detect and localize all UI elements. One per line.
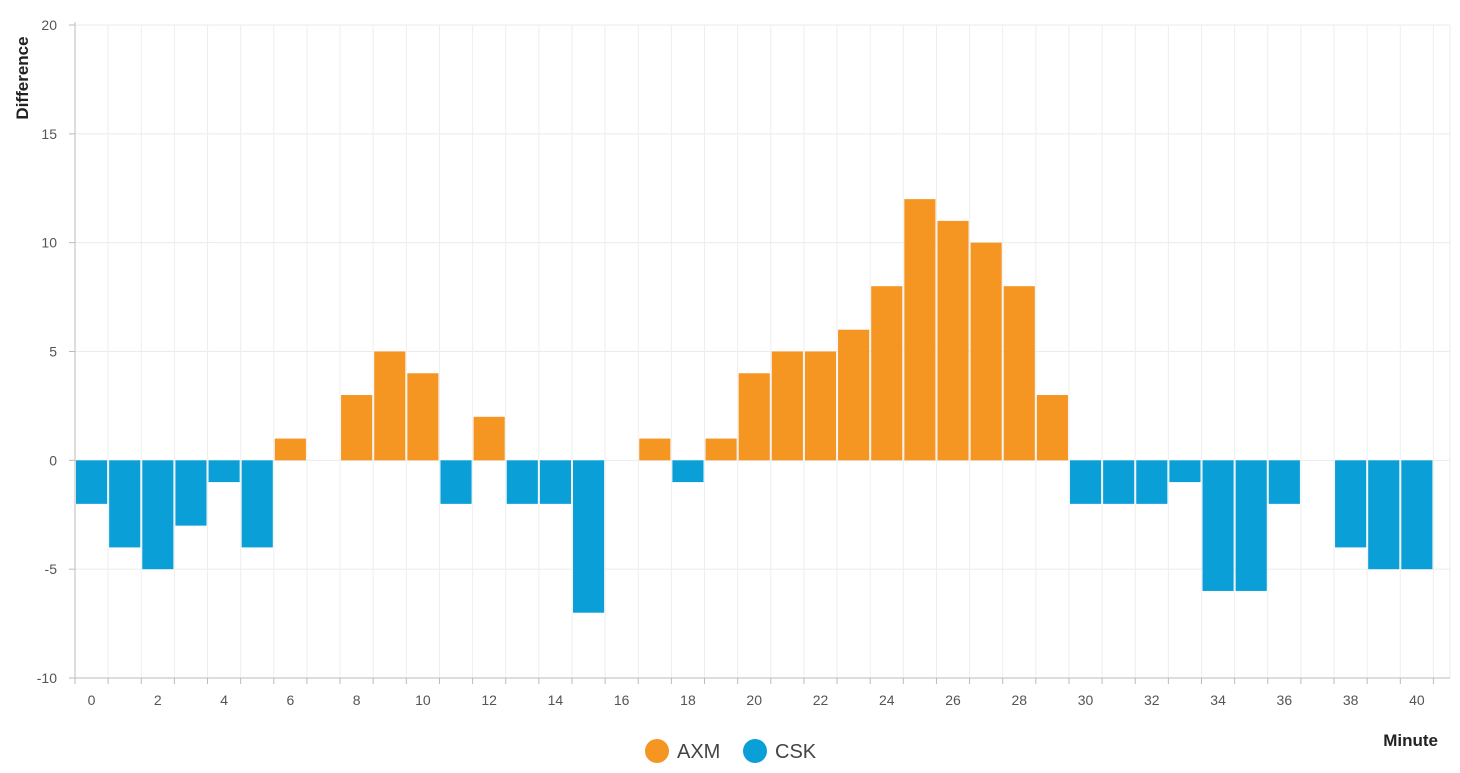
y-tick-label: 0 — [49, 452, 57, 468]
x-tick-label: 40 — [1409, 692, 1425, 708]
y-tick-label: -10 — [37, 670, 57, 686]
bar-csk — [241, 460, 273, 548]
bar-axm — [804, 351, 837, 461]
bar-axm — [639, 438, 671, 461]
legend-label-axm: AXM — [677, 741, 720, 763]
x-tick-label: 14 — [548, 692, 564, 708]
x-tick-label: 2 — [154, 692, 162, 708]
x-tick-labels: 0 2 4 6 8 10 12 14 16 18 20 22 24 26 28 30 32 34 36 38 40 — [88, 692, 1425, 708]
x-tick-label: 20 — [746, 692, 762, 708]
legend-marker-axm — [645, 739, 669, 763]
bars — [76, 199, 1433, 613]
x-tick-label: 24 — [879, 692, 895, 708]
bar-csk — [506, 460, 538, 504]
bar-csk — [175, 460, 207, 526]
bar-csk — [1069, 460, 1102, 504]
bar-csk — [208, 460, 240, 483]
grid — [74, 24, 1451, 679]
bar-axm — [970, 242, 1002, 461]
bar-csk — [539, 460, 571, 504]
bar-csk — [1268, 460, 1300, 504]
x-tick-label: 6 — [286, 692, 294, 708]
bar-axm — [1003, 286, 1035, 461]
bar-csk — [142, 460, 174, 570]
y-tick-label: -5 — [45, 561, 58, 577]
y-axis-title: Difference — [13, 36, 32, 119]
x-tick-label: 12 — [481, 692, 497, 708]
y-tick-label: 15 — [41, 126, 57, 142]
x-tick-label: 0 — [88, 692, 96, 708]
bar-csk — [1169, 460, 1201, 483]
x-axis-title: Minute — [1383, 731, 1438, 750]
bar-csk — [440, 460, 472, 504]
x-tick-label: 30 — [1078, 692, 1094, 708]
bar-csk — [1202, 460, 1234, 591]
bar-axm — [738, 373, 770, 461]
bar-axm — [904, 199, 936, 461]
bar-csk — [109, 460, 141, 548]
legend: AXM CSK — [645, 739, 817, 763]
x-tick-label: 22 — [813, 692, 829, 708]
bar-csk — [672, 460, 704, 483]
bar-csk — [76, 460, 108, 504]
y-tick-labels: -10 -5 0 5 10 15 20 — [37, 17, 57, 686]
bar-axm — [473, 416, 505, 461]
x-tick-label: 4 — [220, 692, 228, 708]
bar-csk — [1401, 460, 1433, 570]
x-tick-label: 16 — [614, 692, 630, 708]
x-tick-label: 28 — [1011, 692, 1027, 708]
bar-csk — [1368, 460, 1400, 570]
bar-axm — [341, 395, 373, 461]
x-tick-label: 38 — [1343, 692, 1359, 708]
bar-axm — [871, 286, 903, 461]
bar-csk — [1103, 460, 1135, 504]
x-tick-label: 18 — [680, 692, 696, 708]
bar-axm — [838, 329, 870, 461]
y-tick-label: 5 — [49, 344, 57, 360]
x-tick-label: 10 — [415, 692, 431, 708]
bar-axm — [937, 220, 969, 461]
bar-csk — [1136, 460, 1168, 504]
legend-marker-csk — [743, 739, 767, 763]
x-tick-label: 26 — [945, 692, 961, 708]
bar-axm — [771, 351, 803, 461]
bar-axm — [705, 438, 737, 461]
bar-csk — [1335, 460, 1367, 548]
x-tick-label: 8 — [353, 692, 361, 708]
x-tick-label: 32 — [1144, 692, 1160, 708]
x-tick-label: 34 — [1210, 692, 1226, 708]
bar-axm — [1036, 395, 1068, 461]
bar-csk — [1235, 460, 1267, 591]
bar-axm — [407, 373, 439, 461]
bar-axm — [274, 438, 306, 461]
bar-csk — [572, 460, 605, 613]
x-tick-label: 36 — [1277, 692, 1293, 708]
axes — [69, 22, 1450, 684]
legend-label-csk: CSK — [775, 741, 817, 763]
y-tick-label: 10 — [41, 235, 57, 251]
y-tick-label: 20 — [41, 17, 57, 33]
bar-axm — [374, 351, 406, 461]
